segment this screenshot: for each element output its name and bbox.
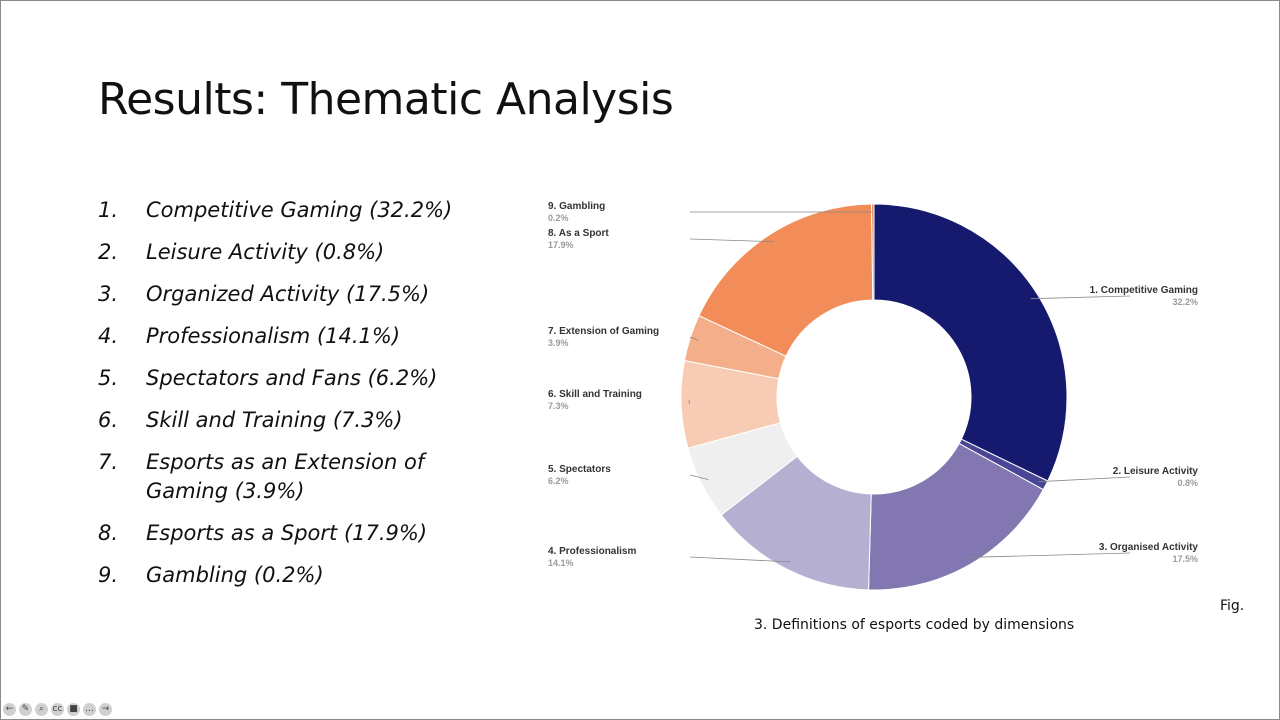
list-item: 2. Leisure Activity (0.8%)	[98, 238, 478, 267]
label-leader-line	[689, 238, 774, 243]
donut-slice	[871, 203, 875, 301]
slice-label: 3. Organised Activity	[1099, 542, 1199, 553]
theme-list: 1. Competitive Gaming (32.2%) 2. Leisure A…	[98, 196, 478, 603]
slice-percent: 0.8%	[1177, 478, 1198, 488]
item-text: Esports as an Extension of Gaming (3.9%)	[146, 450, 425, 503]
slice-percent: 6.2%	[548, 476, 569, 486]
slice-percent: 17.5%	[1172, 554, 1198, 564]
slice-percent: 17.9%	[548, 240, 574, 250]
item-number: 4.	[98, 324, 119, 348]
item-text: Gambling (0.2%)	[146, 563, 324, 587]
label-leader-line	[966, 552, 1131, 558]
list-item: 1. Competitive Gaming (32.2%)	[98, 196, 478, 225]
slice-label: 8. As a Sport	[548, 228, 609, 239]
label-leader-line	[1038, 476, 1131, 483]
label-leader-line	[1030, 295, 1131, 300]
pen-icon[interactable]: ✎	[19, 703, 32, 716]
slice-label: 7. Extension of Gaming	[548, 326, 659, 337]
donut-slice	[873, 203, 1068, 482]
slice-percent: 7.3%	[548, 401, 569, 411]
item-text: Organized Activity (17.5%)	[146, 282, 430, 306]
donut-slice	[698, 203, 874, 357]
item-text: Professionalism (14.1%)	[146, 324, 401, 348]
item-text: Competitive Gaming (32.2%)	[146, 198, 453, 222]
slice-label: 6. Skill and Training	[548, 389, 642, 400]
slice-percent: 3.9%	[548, 338, 569, 348]
item-number: 9.	[98, 563, 119, 587]
slice-label: 5. Spectators	[548, 464, 611, 475]
slice-label: 4. Professionalism	[548, 546, 636, 557]
figure-caption: 3. Definitions of esports coded by dimen…	[754, 617, 1075, 633]
list-item: 5. Spectators and Fans (6.2%)	[98, 364, 478, 393]
item-number: 6.	[98, 408, 119, 432]
item-number: 7.	[98, 450, 119, 474]
item-text: Leisure Activity (0.8%)	[146, 240, 385, 264]
item-number: 2.	[98, 240, 119, 264]
label-leader-line	[689, 336, 699, 341]
list-item: 6. Skill and Training (7.3%)	[98, 406, 478, 435]
list-item: 7. Esports as an Extension of Gaming (3.9…	[98, 448, 478, 506]
item-number: 3.	[98, 282, 119, 306]
presentation-toolbar: ← ✎ ⌕ cc ■… →	[3, 703, 112, 716]
slice-label: 9. Gambling	[548, 201, 605, 212]
zoom-icon[interactable]: ⌕	[35, 703, 48, 716]
label-leader-line	[689, 556, 791, 563]
label-leader-line	[689, 474, 709, 481]
list-item: 4. Professionalism (14.1%)	[98, 322, 478, 351]
slice-label: 2. Leisure Activity	[1113, 466, 1199, 477]
slice-percent: 0.2%	[548, 213, 569, 223]
slice-percent: 14.1%	[548, 558, 574, 568]
list-item: 8. Esports as a Sport (17.9%)	[98, 519, 478, 548]
figure-label: Fig.	[1220, 598, 1245, 614]
next-icon[interactable]: →	[99, 703, 112, 716]
donut-slice	[868, 442, 1044, 591]
slice-percent: 32.2%	[1172, 297, 1198, 307]
item-text: Esports as a Sport (17.9%)	[146, 521, 428, 545]
back-icon[interactable]: ←	[3, 703, 16, 716]
slide-title: Results: Thematic Analysis	[98, 74, 674, 125]
list-item: 3. Organized Activity (17.5%)	[98, 280, 478, 309]
more-icon[interactable]: …	[83, 703, 96, 716]
item-text: Skill and Training (7.3%)	[146, 408, 403, 432]
item-text: Spectators and Fans (6.2%)	[146, 366, 438, 390]
item-number: 5.	[98, 366, 119, 390]
captions-icon[interactable]: cc	[51, 703, 64, 716]
slice-label: 1. Competitive Gaming	[1090, 285, 1198, 296]
item-number: 1.	[98, 198, 119, 222]
list-item: 9. Gambling (0.2%)	[98, 561, 478, 590]
camera-icon[interactable]: ■	[67, 703, 80, 716]
item-number: 8.	[98, 521, 119, 545]
